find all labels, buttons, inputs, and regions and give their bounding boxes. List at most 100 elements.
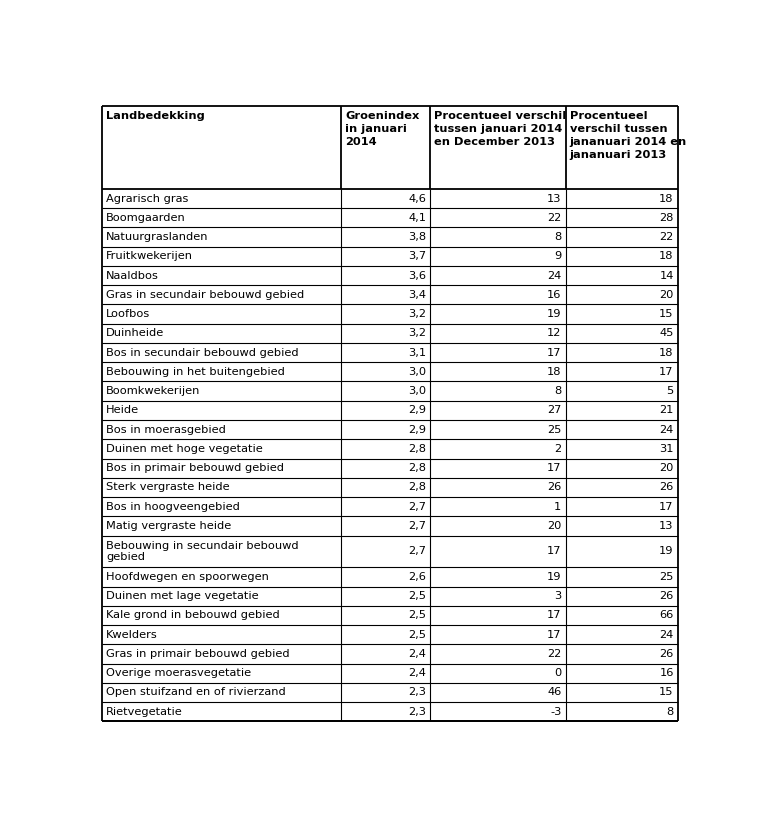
Text: Matig vergraste heide: Matig vergraste heide [107, 521, 231, 531]
Text: 2,7: 2,7 [408, 546, 426, 556]
Text: 18: 18 [659, 251, 673, 261]
Text: Natuurgraslanden: Natuurgraslanden [107, 232, 209, 242]
Text: 18: 18 [659, 193, 673, 204]
Text: 24: 24 [660, 424, 673, 435]
Text: 66: 66 [660, 610, 673, 621]
Text: Duinen met lage vegetatie: Duinen met lage vegetatie [107, 591, 259, 601]
Text: Loofbos: Loofbos [107, 309, 151, 319]
Bar [102, 586, 678, 606]
Text: 18: 18 [659, 347, 673, 358]
Text: 26: 26 [660, 591, 673, 601]
Text: Overige moerasvegetatie: Overige moerasvegetatie [107, 668, 251, 678]
Text: Heide: Heide [107, 405, 139, 415]
Text: Sterk vergraste heide: Sterk vergraste heide [107, 482, 230, 492]
Bar [102, 266, 678, 285]
Bar [102, 516, 678, 536]
Text: Procentueel verschil
tussen januari 2014
en December 2013: Procentueel verschil tussen januari 2014… [435, 111, 567, 147]
Text: Bos in primair bebouwd gebied: Bos in primair bebouwd gebied [107, 463, 285, 473]
Text: 1: 1 [554, 502, 562, 512]
Text: 17: 17 [659, 367, 673, 377]
Bar [102, 477, 678, 497]
Text: 2,4: 2,4 [409, 668, 426, 678]
Bar [102, 247, 678, 266]
Text: 3,1: 3,1 [408, 347, 426, 358]
Text: Gras in primair bebouwd gebied: Gras in primair bebouwd gebied [107, 649, 290, 659]
Text: Landbedekking: Landbedekking [107, 111, 205, 121]
Bar [102, 683, 678, 702]
Bar [102, 400, 678, 420]
Text: 20: 20 [659, 463, 673, 473]
Bar [102, 324, 678, 343]
Text: Bos in moerasgebied: Bos in moerasgebied [107, 424, 226, 435]
Text: Naaldbos: Naaldbos [107, 270, 159, 281]
Text: 2,5: 2,5 [408, 591, 426, 601]
Text: 20: 20 [659, 290, 673, 300]
Text: 27: 27 [547, 405, 562, 415]
Bar [102, 343, 678, 362]
Text: 0: 0 [554, 668, 562, 678]
Text: -3: -3 [550, 707, 562, 717]
Text: 8: 8 [554, 386, 562, 396]
Bar [102, 606, 678, 625]
Text: 22: 22 [547, 213, 562, 223]
Text: 2,4: 2,4 [409, 649, 426, 659]
Bar [102, 382, 678, 400]
Bar [102, 439, 678, 459]
Text: 2,7: 2,7 [408, 502, 426, 512]
Text: Hoofdwegen en spoorwegen: Hoofdwegen en spoorwegen [107, 572, 269, 582]
Text: 21: 21 [659, 405, 673, 415]
Text: 2,5: 2,5 [408, 630, 426, 640]
Text: 8: 8 [554, 232, 562, 242]
Text: 3,2: 3,2 [408, 309, 426, 319]
Text: 16: 16 [659, 668, 673, 678]
Text: 2: 2 [554, 444, 562, 454]
Bar [102, 228, 678, 247]
Text: 5: 5 [667, 386, 673, 396]
Text: 25: 25 [547, 424, 562, 435]
Text: 22: 22 [660, 232, 673, 242]
Text: 14: 14 [659, 270, 673, 281]
Bar [102, 497, 678, 516]
Text: Bebouwing in het buitengebied: Bebouwing in het buitengebied [107, 367, 285, 377]
Text: 15: 15 [659, 309, 673, 319]
Text: 26: 26 [660, 482, 673, 492]
Text: 28: 28 [659, 213, 673, 223]
Text: 26: 26 [547, 482, 562, 492]
Text: 2,9: 2,9 [408, 424, 426, 435]
Text: Duinheide: Duinheide [107, 328, 164, 338]
Text: 26: 26 [660, 649, 673, 659]
Text: Boomgaarden: Boomgaarden [107, 213, 186, 223]
Text: 19: 19 [659, 546, 673, 556]
Text: 2,8: 2,8 [408, 463, 426, 473]
Text: 3,0: 3,0 [408, 386, 426, 396]
Text: 25: 25 [659, 572, 673, 582]
Text: 3,2: 3,2 [408, 328, 426, 338]
Text: 12: 12 [547, 328, 562, 338]
Text: Bos in hoogveengebied: Bos in hoogveengebied [107, 502, 240, 512]
Bar [102, 645, 678, 663]
Text: 3,4: 3,4 [408, 290, 426, 300]
Text: Duinen met hoge vegetatie: Duinen met hoge vegetatie [107, 444, 263, 454]
Text: 46: 46 [547, 687, 562, 698]
Text: Boomkwekerijen: Boomkwekerijen [107, 386, 201, 396]
Text: 2,5: 2,5 [408, 610, 426, 621]
Text: 31: 31 [659, 444, 673, 454]
Text: 17: 17 [659, 502, 673, 512]
Bar [102, 208, 678, 228]
Text: Fruitkwekerijen: Fruitkwekerijen [107, 251, 193, 261]
Text: 20: 20 [547, 521, 562, 531]
Text: Kwelders: Kwelders [107, 630, 158, 640]
Bar [102, 663, 678, 683]
Text: 16: 16 [547, 290, 562, 300]
Bar [102, 189, 678, 208]
Text: 22: 22 [547, 649, 562, 659]
Text: 2,8: 2,8 [408, 444, 426, 454]
Text: Bos in secundair bebouwd gebied: Bos in secundair bebouwd gebied [107, 347, 299, 358]
Text: 3,7: 3,7 [408, 251, 426, 261]
Text: 3: 3 [554, 591, 562, 601]
Text: 3,0: 3,0 [408, 367, 426, 377]
Text: 13: 13 [659, 521, 673, 531]
Text: 17: 17 [547, 630, 562, 640]
Text: 2,7: 2,7 [408, 521, 426, 531]
Text: 17: 17 [547, 463, 562, 473]
